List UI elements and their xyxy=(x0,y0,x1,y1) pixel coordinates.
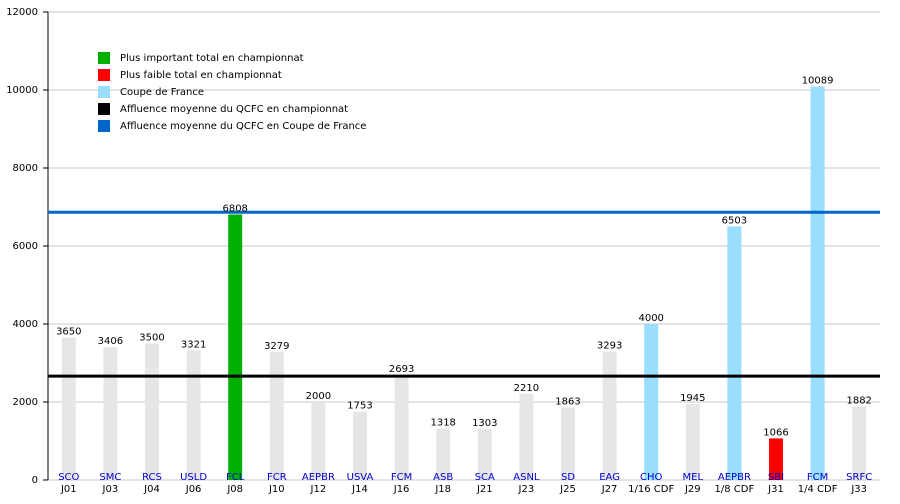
y-tick-label: 6000 xyxy=(13,241,38,252)
x-tick-label: CHO xyxy=(640,472,663,483)
value-label: 3293 xyxy=(597,341,622,352)
value-label: 1753 xyxy=(347,401,372,412)
value-label: 3321 xyxy=(181,339,206,350)
value-label: 10089 xyxy=(802,76,834,87)
x-tick-label: SMC xyxy=(99,472,121,483)
bar xyxy=(228,214,243,480)
bar xyxy=(769,438,783,480)
bar xyxy=(810,86,825,481)
x-round-label: J25 xyxy=(559,484,576,495)
bar xyxy=(561,407,575,480)
x-tick-label: SCA xyxy=(475,472,495,483)
legend-swatch xyxy=(98,86,110,98)
value-label: 3500 xyxy=(139,333,164,344)
legend-label: Affluence moyenne du QCFC en championnat xyxy=(120,104,348,115)
legend-label: Plus important total en championnat xyxy=(120,53,304,64)
value-label: 3279 xyxy=(264,341,289,352)
x-round-label: 1/16 CDF xyxy=(628,484,674,495)
x-round-label: J01 xyxy=(60,484,77,495)
x-round-label: J08 xyxy=(226,484,243,495)
value-label: 2693 xyxy=(389,364,414,375)
value-label: 4000 xyxy=(638,313,663,324)
x-round-label: J31 xyxy=(767,484,784,495)
x-round-label: 1/8 CDF xyxy=(715,484,755,495)
y-tick-label: 10000 xyxy=(6,85,38,96)
bar xyxy=(436,428,451,480)
x-tick-label: ASNL xyxy=(513,472,540,483)
x-tick-label: FCM xyxy=(391,472,412,483)
x-tick-label: AEPBR xyxy=(718,472,751,483)
x-tick-label: FCR xyxy=(267,472,287,483)
x-tick-label: SRFC xyxy=(846,472,872,483)
y-tick-label: 12000 xyxy=(6,7,38,18)
x-round-label: 1/4 CDF xyxy=(798,484,838,495)
x-round-label: J10 xyxy=(268,484,285,495)
x-round-label: J18 xyxy=(434,484,451,495)
value-label: 3650 xyxy=(56,327,81,338)
y-tick-label: 2000 xyxy=(13,397,38,408)
legend-label: Plus faible total en championnat xyxy=(120,70,282,81)
x-tick-label: FCM xyxy=(807,472,828,483)
legend-swatch xyxy=(98,103,110,115)
bar xyxy=(186,350,201,480)
value-label: 1318 xyxy=(430,418,455,429)
x-round-label: J06 xyxy=(185,484,202,495)
x-round-label: J03 xyxy=(102,484,119,495)
x-tick-label: SCO xyxy=(58,472,79,483)
bar xyxy=(394,374,409,480)
value-label: 6503 xyxy=(722,215,747,226)
x-round-label: J23 xyxy=(518,484,535,495)
x-tick-label: FCL xyxy=(226,472,245,483)
value-label: 1882 xyxy=(846,396,871,407)
x-round-label: J21 xyxy=(476,484,493,495)
bar xyxy=(519,393,534,480)
bar xyxy=(311,402,326,480)
value-label: 3406 xyxy=(98,336,123,347)
bar xyxy=(269,352,284,480)
x-tick-label: ASB xyxy=(433,472,453,483)
legend-swatch xyxy=(98,52,110,64)
x-tick-label: SBI xyxy=(768,472,784,483)
value-label: 1066 xyxy=(763,427,788,438)
x-tick-label: SD xyxy=(561,472,575,483)
legend-label: Coupe de France xyxy=(120,87,204,98)
x-round-label: J04 xyxy=(143,484,160,495)
bar xyxy=(353,411,367,480)
x-tick-label: MEL xyxy=(683,472,704,483)
x-tick-label: USLD xyxy=(180,472,207,483)
x-tick-label: USVA xyxy=(347,472,374,483)
x-round-label: J27 xyxy=(601,484,618,495)
value-label: 1303 xyxy=(472,418,497,429)
bar xyxy=(644,324,659,480)
legend-swatch xyxy=(98,120,110,132)
legend-swatch xyxy=(98,69,110,81)
bar xyxy=(145,343,159,480)
x-round-label: J12 xyxy=(310,484,327,495)
x-round-label: J16 xyxy=(393,484,410,495)
x-tick-label: AEPBR xyxy=(302,472,335,483)
value-label: 2000 xyxy=(306,391,331,402)
bar xyxy=(602,351,617,480)
bar xyxy=(727,226,742,480)
bar xyxy=(685,404,700,480)
x-round-label: J14 xyxy=(351,484,368,495)
y-tick-label: 4000 xyxy=(13,319,38,330)
legend-label: Affluence moyenne du QCFC en Coupe de Fr… xyxy=(120,121,366,132)
value-label: 6808 xyxy=(222,203,247,214)
x-tick-label: RCS xyxy=(142,472,162,483)
y-tick-label: 0 xyxy=(32,475,38,486)
value-label: 2210 xyxy=(514,383,539,394)
x-tick-label: EAG xyxy=(599,472,620,483)
bar xyxy=(61,337,76,480)
bar xyxy=(103,347,118,480)
bar xyxy=(477,429,492,480)
x-round-label: J29 xyxy=(684,484,701,495)
bar xyxy=(852,406,867,480)
y-tick-label: 8000 xyxy=(13,163,38,174)
value-label: 1945 xyxy=(680,393,705,404)
value-label: 1863 xyxy=(555,396,580,407)
x-round-label: J33 xyxy=(850,484,867,495)
